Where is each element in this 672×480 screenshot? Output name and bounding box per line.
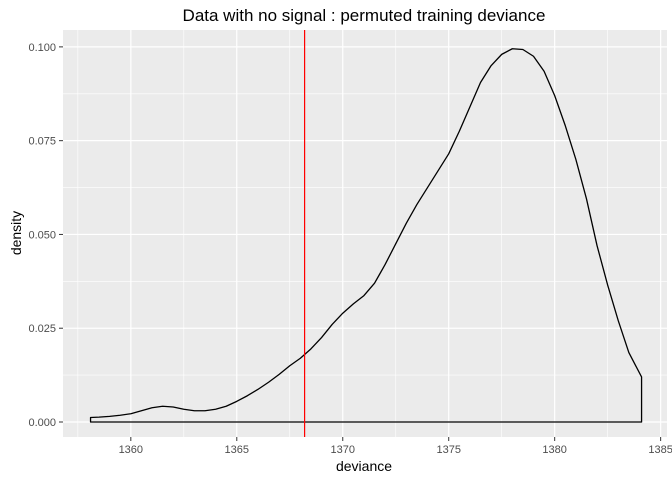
chart-marks [89,30,643,437]
y-tick-label: 0.000 [28,417,56,429]
y-tick-label: 0.025 [28,323,56,335]
x-tick-label: 1370 [331,444,355,456]
y-axis: 0.000 0.025 0.050 0.075 0.100 [28,42,63,429]
x-tick-label: 1375 [436,444,460,456]
y-tick-label: 0.050 [28,229,56,241]
density-curve [89,48,643,423]
x-tick-label: 1385 [648,444,672,456]
x-tick-label: 1365 [225,444,249,456]
minor-gridlines [63,30,667,437]
x-tick-label: 1380 [542,444,566,456]
y-tick-label: 0.100 [28,42,56,54]
chart-title: Data with no signal : permuted training … [183,6,546,25]
y-tick-label: 0.075 [28,136,56,148]
y-axis-title: density [8,211,24,255]
plot-panel [63,30,667,437]
x-axis: 1360 1365 1370 1375 1380 1385 [119,437,672,456]
x-axis-title: deviance [336,458,392,474]
x-tick-label: 1360 [119,444,143,456]
